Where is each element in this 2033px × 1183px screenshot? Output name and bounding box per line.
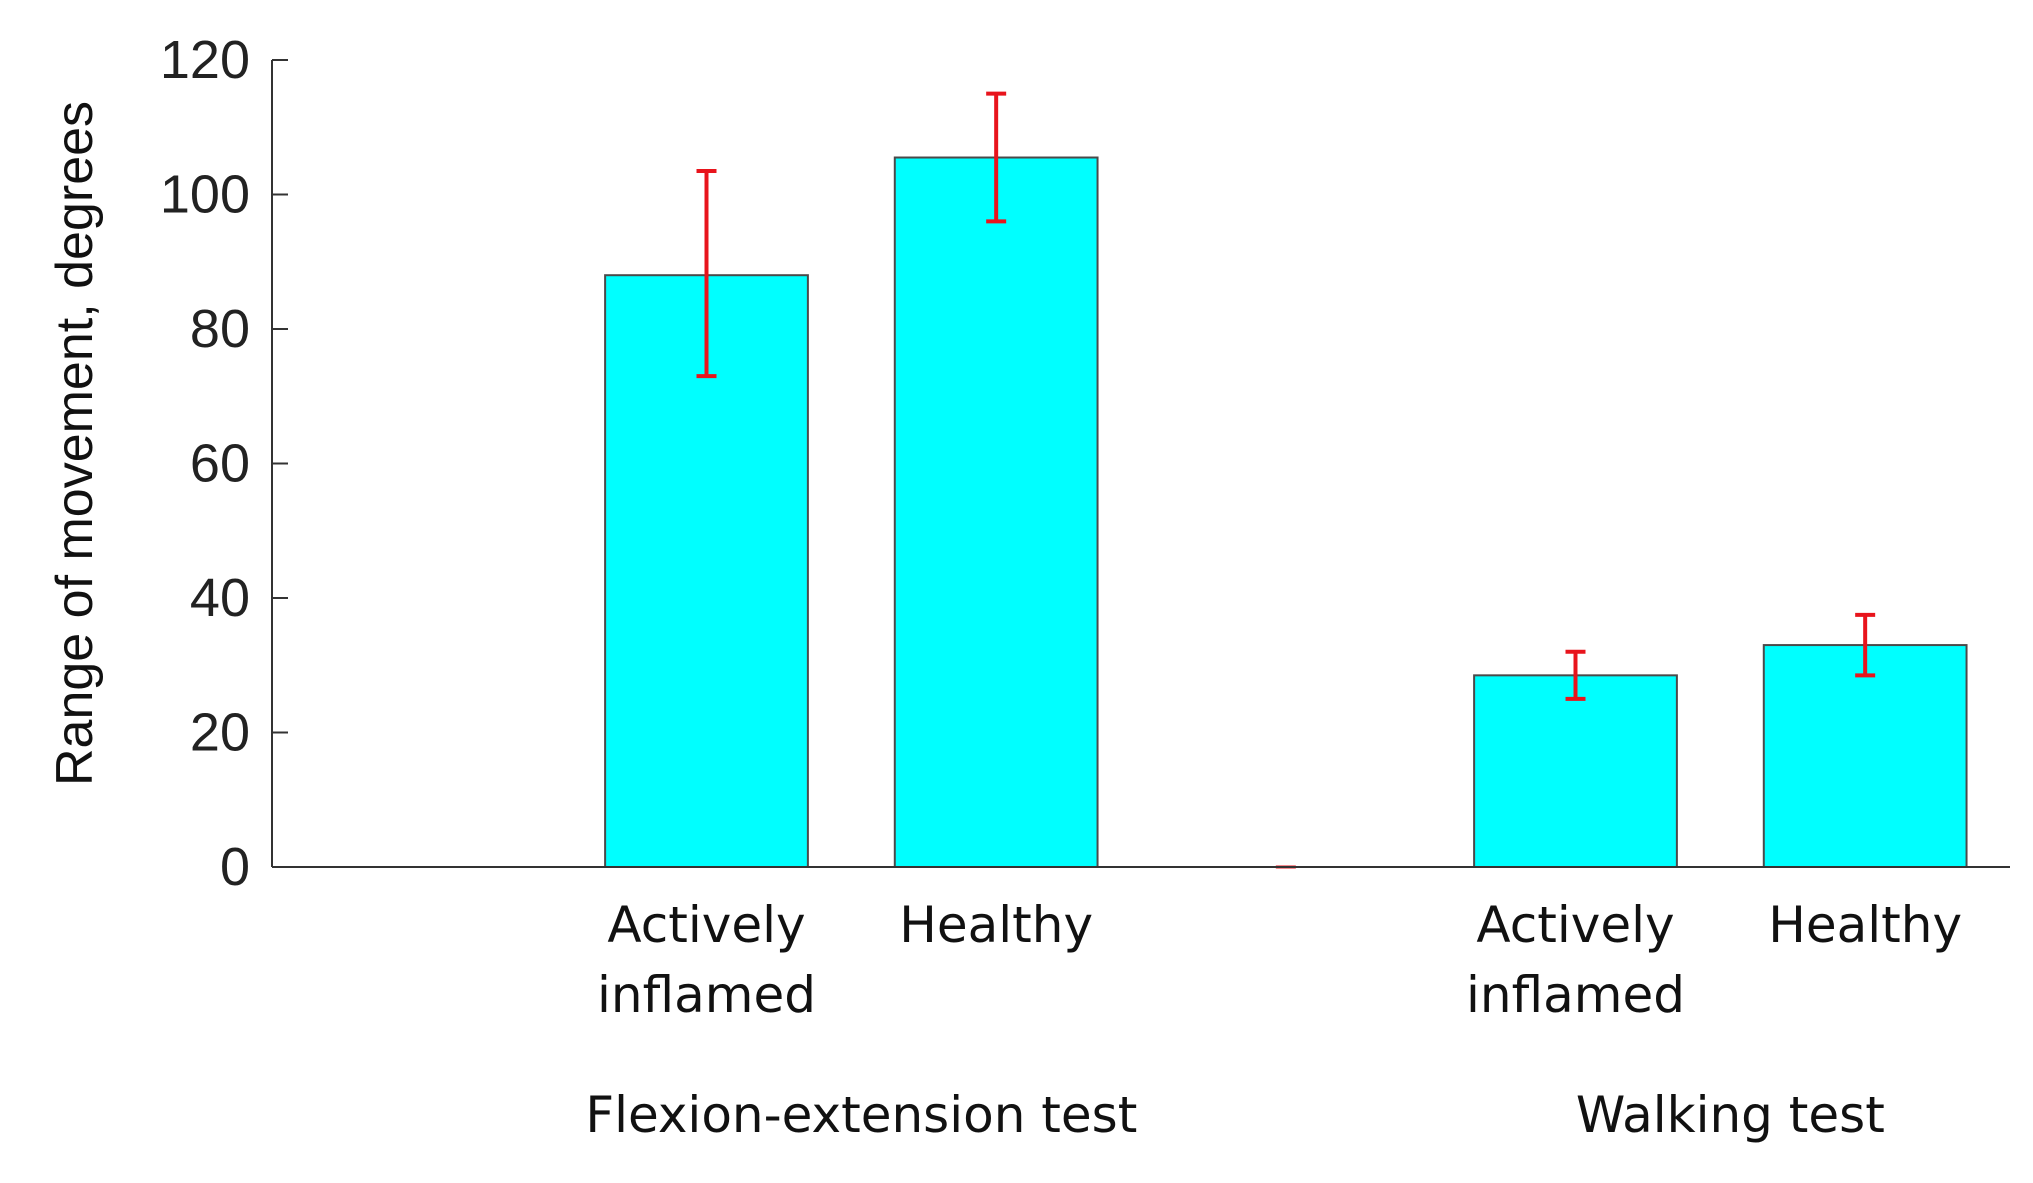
x-tick-label-line: Healthy <box>899 896 1093 954</box>
labels-layer: Range of movement, degrees Actively inflam… <box>46 101 1962 1144</box>
y-tick-label: 20 <box>190 703 250 763</box>
x-tick-label-line: inflamed <box>1466 966 1685 1024</box>
error-bar-flexion-actively-inflamed <box>696 168 717 379</box>
group-label-walking: Walking test <box>1576 1086 1885 1144</box>
bars-layer <box>604 156 1968 869</box>
bar-walking-healthy <box>1762 644 1968 869</box>
error-bar-flexion-healthy <box>986 91 1007 224</box>
error-bar-walking-healthy <box>1855 612 1876 678</box>
x-tick-label-line: Actively <box>1476 896 1674 954</box>
x-tick-label-walking-healthy: Healthy <box>1768 896 1962 954</box>
x-tick-label-walking-actively-inflamed: Actively inflamed <box>1466 896 1685 1024</box>
x-tick-label-line: Actively <box>607 896 805 954</box>
error-bar-walking-actively-inflamed <box>1565 649 1586 701</box>
x-tick-label-line: Healthy <box>1768 896 1962 954</box>
y-tick-label: 120 <box>160 30 250 90</box>
y-axis-title: Range of movement, degrees <box>46 101 104 786</box>
y-tick-label: 100 <box>160 165 250 225</box>
x-tick-label-line: inflamed <box>597 966 816 1024</box>
y-tick-label: 0 <box>220 837 250 897</box>
x-tick-label-flexion-actively-inflamed: Actively inflamed <box>597 896 816 1024</box>
bar-walking-actively-inflamed <box>1473 674 1678 869</box>
axes-layer: 0 20 40 60 80 100 120 <box>160 30 2010 897</box>
bar-flexion-healthy <box>893 156 1099 868</box>
group-label-flexion-extension: Flexion-extension test <box>585 1086 1137 1144</box>
y-tick-label: 80 <box>190 299 250 359</box>
y-tick-label: 60 <box>190 434 250 494</box>
x-tick-label-flexion-healthy: Healthy <box>899 896 1093 954</box>
y-tick-label: 40 <box>190 568 250 628</box>
error-bars-layer <box>696 91 1876 869</box>
